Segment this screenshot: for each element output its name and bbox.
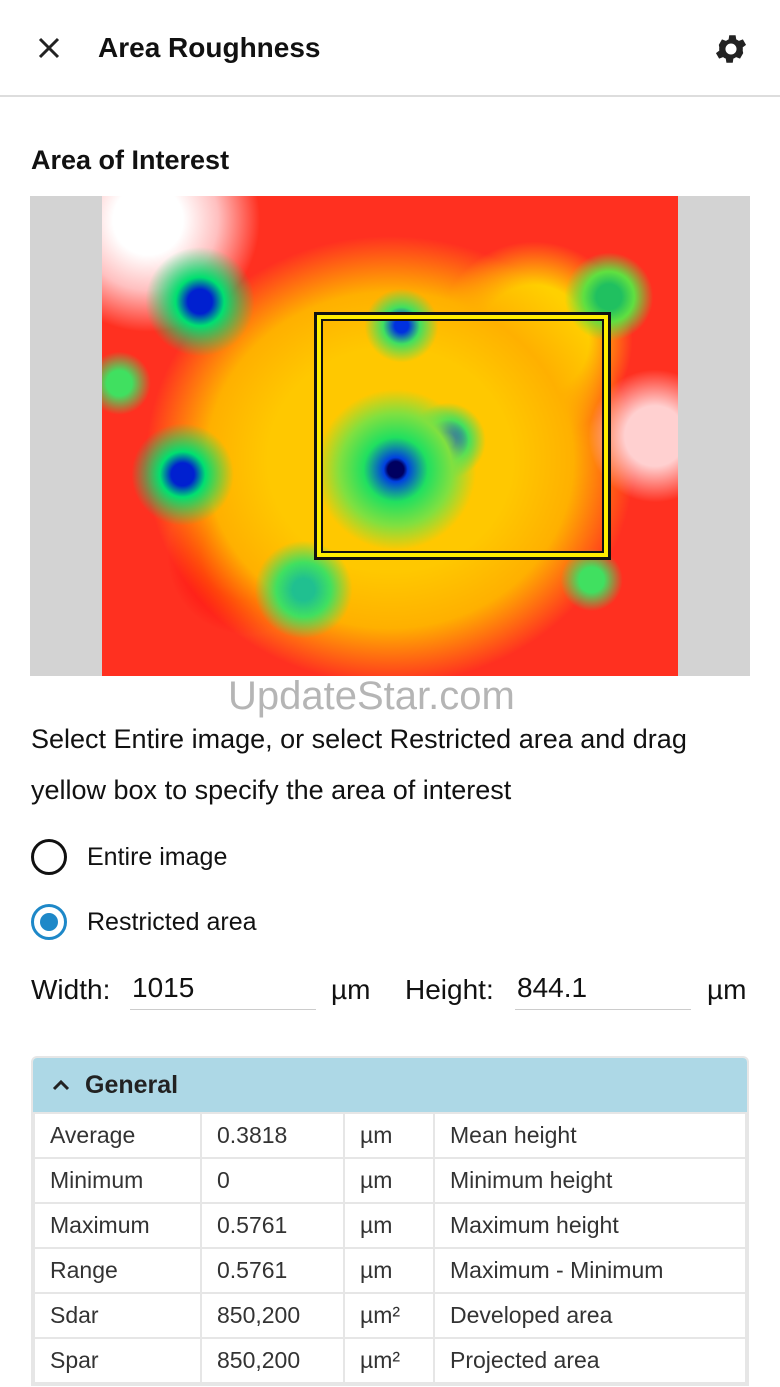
table-row: Average 0.3818 µm Mean height bbox=[33, 1112, 747, 1159]
radio-circle-selected[interactable] bbox=[31, 904, 67, 940]
height-unit: µm bbox=[707, 974, 747, 1005]
metric-unit: µm bbox=[343, 1157, 435, 1204]
metric-name: Range bbox=[33, 1247, 202, 1294]
metric-name: Average bbox=[33, 1112, 202, 1159]
metric-value: 0.5761 bbox=[200, 1202, 345, 1249]
metric-unit: µm bbox=[343, 1112, 435, 1159]
metric-description: Maximum height bbox=[433, 1202, 747, 1249]
table-row: Sdar 850,200 µm² Developed area bbox=[33, 1292, 747, 1339]
metric-unit: µm² bbox=[343, 1292, 435, 1339]
height-map bbox=[102, 196, 678, 676]
metric-description: Developed area bbox=[433, 1292, 747, 1339]
dimensions-row: Width: 1015 µm Height: 844.1 µm bbox=[31, 972, 751, 1012]
close-icon[interactable] bbox=[34, 33, 64, 63]
general-title: General bbox=[85, 1070, 179, 1099]
metric-value: 850,200 bbox=[200, 1337, 345, 1384]
metric-name: Minimum bbox=[33, 1157, 202, 1204]
radio-circle[interactable] bbox=[31, 839, 67, 875]
table-row: Maximum 0.5761 µm Maximum height bbox=[33, 1202, 747, 1249]
roughness-image bbox=[30, 196, 750, 676]
app-bar: Area Roughness bbox=[0, 0, 780, 97]
general-header[interactable]: General bbox=[33, 1058, 747, 1112]
area-of-interest-box[interactable] bbox=[314, 312, 611, 560]
metric-value: 0 bbox=[200, 1157, 345, 1204]
general-table: General Average 0.3818 µm Mean height Minimu… bbox=[31, 1056, 749, 1386]
metric-name: Sdar bbox=[33, 1292, 202, 1339]
width-label: Width: bbox=[31, 974, 111, 1005]
width-input[interactable]: 1015 bbox=[130, 972, 316, 1010]
height-input[interactable]: 844.1 bbox=[515, 972, 691, 1010]
radio-entire-image[interactable]: Entire image bbox=[31, 839, 227, 875]
metric-description: Maximum - Minimum bbox=[433, 1247, 747, 1294]
radio-label: Entire image bbox=[87, 842, 228, 871]
instructions: Select Entire image, or select Restricte… bbox=[31, 724, 687, 805]
table-row: Spar 850,200 µm² Projected area bbox=[33, 1337, 747, 1384]
metric-description: Mean height bbox=[433, 1112, 747, 1159]
metric-description: Minimum height bbox=[433, 1157, 747, 1204]
page-title: Area Roughness bbox=[98, 32, 321, 63]
width-unit: µm bbox=[331, 974, 371, 1005]
metric-value: 0.5761 bbox=[200, 1247, 345, 1294]
chevron-up-icon[interactable] bbox=[51, 1075, 71, 1095]
radio-label: Restricted area bbox=[87, 907, 257, 936]
metric-value: 850,200 bbox=[200, 1292, 345, 1339]
metric-name: Spar bbox=[33, 1337, 202, 1384]
metric-unit: µm bbox=[343, 1247, 435, 1294]
table-row: Minimum 0 µm Minimum height bbox=[33, 1157, 747, 1204]
radio-restricted-area[interactable]: Restricted area bbox=[31, 904, 257, 940]
height-label: Height: bbox=[405, 974, 494, 1005]
table-row: Range 0.5761 µm Maximum - Minimum bbox=[33, 1247, 747, 1294]
watermark: UpdateStar.com bbox=[228, 674, 515, 718]
gear-icon[interactable] bbox=[712, 30, 750, 68]
metric-value: 0.3818 bbox=[200, 1112, 345, 1159]
metric-name: Maximum bbox=[33, 1202, 202, 1249]
metric-description: Projected area bbox=[433, 1337, 747, 1384]
section-title: Area of Interest bbox=[31, 145, 230, 175]
metric-unit: µm bbox=[343, 1202, 435, 1249]
metric-unit: µm² bbox=[343, 1337, 435, 1384]
